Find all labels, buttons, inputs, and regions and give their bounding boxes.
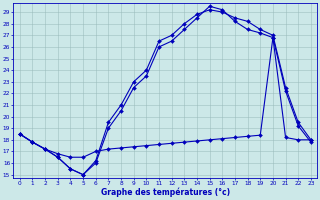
X-axis label: Graphe des températures (°c): Graphe des températures (°c) bbox=[101, 188, 230, 197]
